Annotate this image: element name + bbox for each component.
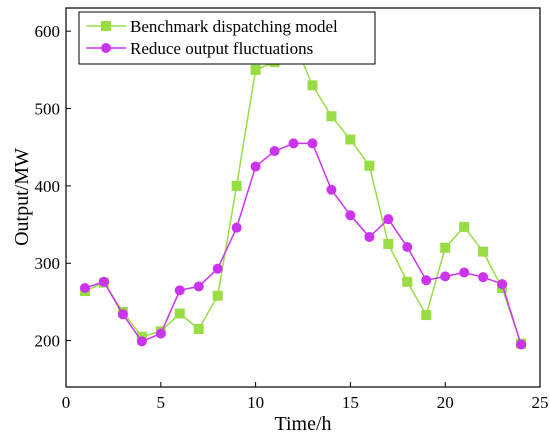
data-point [402,242,413,253]
y-axis-label: Output/MW [11,148,33,246]
data-point [516,339,527,350]
data-point [136,336,147,347]
data-point [307,138,318,149]
data-point [193,281,204,292]
data-point [269,146,280,157]
data-point [345,210,356,221]
data-point [440,242,451,253]
y-tick-label: 400 [35,177,61,196]
data-point [212,263,223,274]
data-point [440,271,451,282]
data-point [250,64,261,75]
data-point [155,328,166,339]
series-line-1 [84,142,522,345]
y-tick-label: 500 [35,100,61,119]
axis-ticks: 0 5 10 15 20 25 200 300 400 500 600 [35,22,549,412]
data-point [364,160,375,171]
series-layer [79,35,527,350]
x-axis-label: Time/h [274,413,331,435]
x-tick-label: 25 [532,393,549,412]
y-tick-label: 600 [35,22,61,41]
data-point [383,214,394,225]
data-point [383,238,394,249]
data-point [459,267,470,278]
legend-label-reduce: Reduce output fluctuations [130,39,313,58]
legend-box [78,11,376,65]
x-tick-label: 10 [247,393,264,412]
data-point [79,282,90,293]
data-point [288,138,299,149]
legend: Benchmark dispatching model Reduce outpu… [78,11,376,65]
data-point [250,161,261,172]
data-point [174,285,185,296]
series-line-0 [84,39,522,344]
data-point [117,309,128,320]
plot-frame [65,7,541,388]
data-point [326,111,337,122]
data-point [421,310,432,321]
data-point [478,272,489,283]
data-point [231,222,242,233]
legend-marker-benchmark [101,21,111,31]
data-point [174,308,185,319]
data-point [478,246,489,257]
legend-label-benchmark: Benchmark dispatching model [130,17,338,36]
data-point [402,276,413,287]
x-tick-label: 0 [62,393,71,412]
x-tick-label: 15 [342,393,359,412]
data-point [459,221,470,232]
data-point [421,275,432,286]
data-point [98,276,109,287]
legend-marker-reduce [101,43,111,53]
data-point [307,80,318,91]
data-point [364,231,375,242]
data-point [231,180,242,191]
data-point [345,134,356,145]
x-tick-label: 20 [437,393,454,412]
x-tick-label: 5 [157,393,166,412]
y-tick-label: 200 [35,332,61,351]
y-tick-label: 300 [35,254,61,273]
data-point [193,323,204,334]
data-point [212,290,223,301]
data-point [497,279,508,290]
data-point [326,184,337,195]
